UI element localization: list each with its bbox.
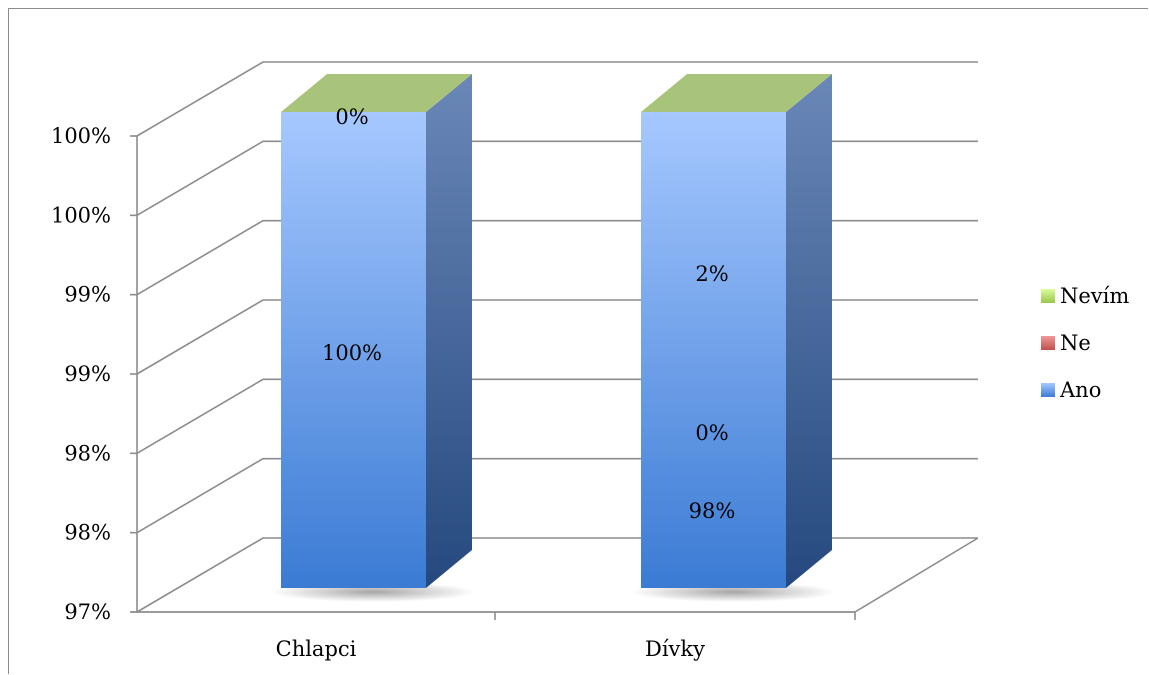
x-category-label: Dívky [645,637,705,661]
bars [271,74,836,602]
x-category-label: Chlapci [276,637,357,661]
gridline [136,61,978,137]
legend-swatch [1041,336,1055,350]
y-tick-label: 98% [64,441,111,465]
data-label: 0% [695,421,728,445]
bar-segment-side [426,74,472,588]
gridline [136,378,978,455]
y-tick-label: 97% [64,600,111,624]
legend-swatch [1041,383,1055,397]
legend-entry: Nevím [1060,284,1129,308]
bar-top-face [641,74,832,112]
data-label: 2% [695,262,728,286]
legend-swatch [1041,289,1055,303]
gridlines [136,61,979,613]
bar-top-face [281,74,472,112]
data-label: 98% [689,499,736,523]
gridline [136,299,978,375]
gridline [136,457,978,534]
y-tick-label: 98% [64,521,111,545]
bar-segment [281,112,426,588]
y-tick-label: 99% [64,362,111,386]
chart-frame [8,8,1148,674]
data-labels: 100% 0% 98% 0% 2% [322,105,735,523]
legend-entry: Ano [1059,378,1101,402]
bar-segment-side [786,74,832,588]
y-tick-labels: 97% 98% 98% 99% 99% 100% 100% [51,124,111,624]
axes [130,135,856,620]
gridline [136,537,978,613]
gridline [136,140,978,217]
y-tick-label: 99% [64,283,111,307]
legend-entry: Ne [1060,331,1091,355]
y-tick-label: 100% [51,124,111,148]
data-label: 100% [322,341,382,365]
bar-segment [641,112,786,588]
gridline [136,219,978,296]
data-label: 0% [335,105,368,129]
floor-edge [137,537,979,613]
x-category-labels: Chlapci Dívky [276,637,706,661]
y-tick-label: 100% [51,203,111,227]
legend: Nevím Ne Ano [1041,284,1129,402]
